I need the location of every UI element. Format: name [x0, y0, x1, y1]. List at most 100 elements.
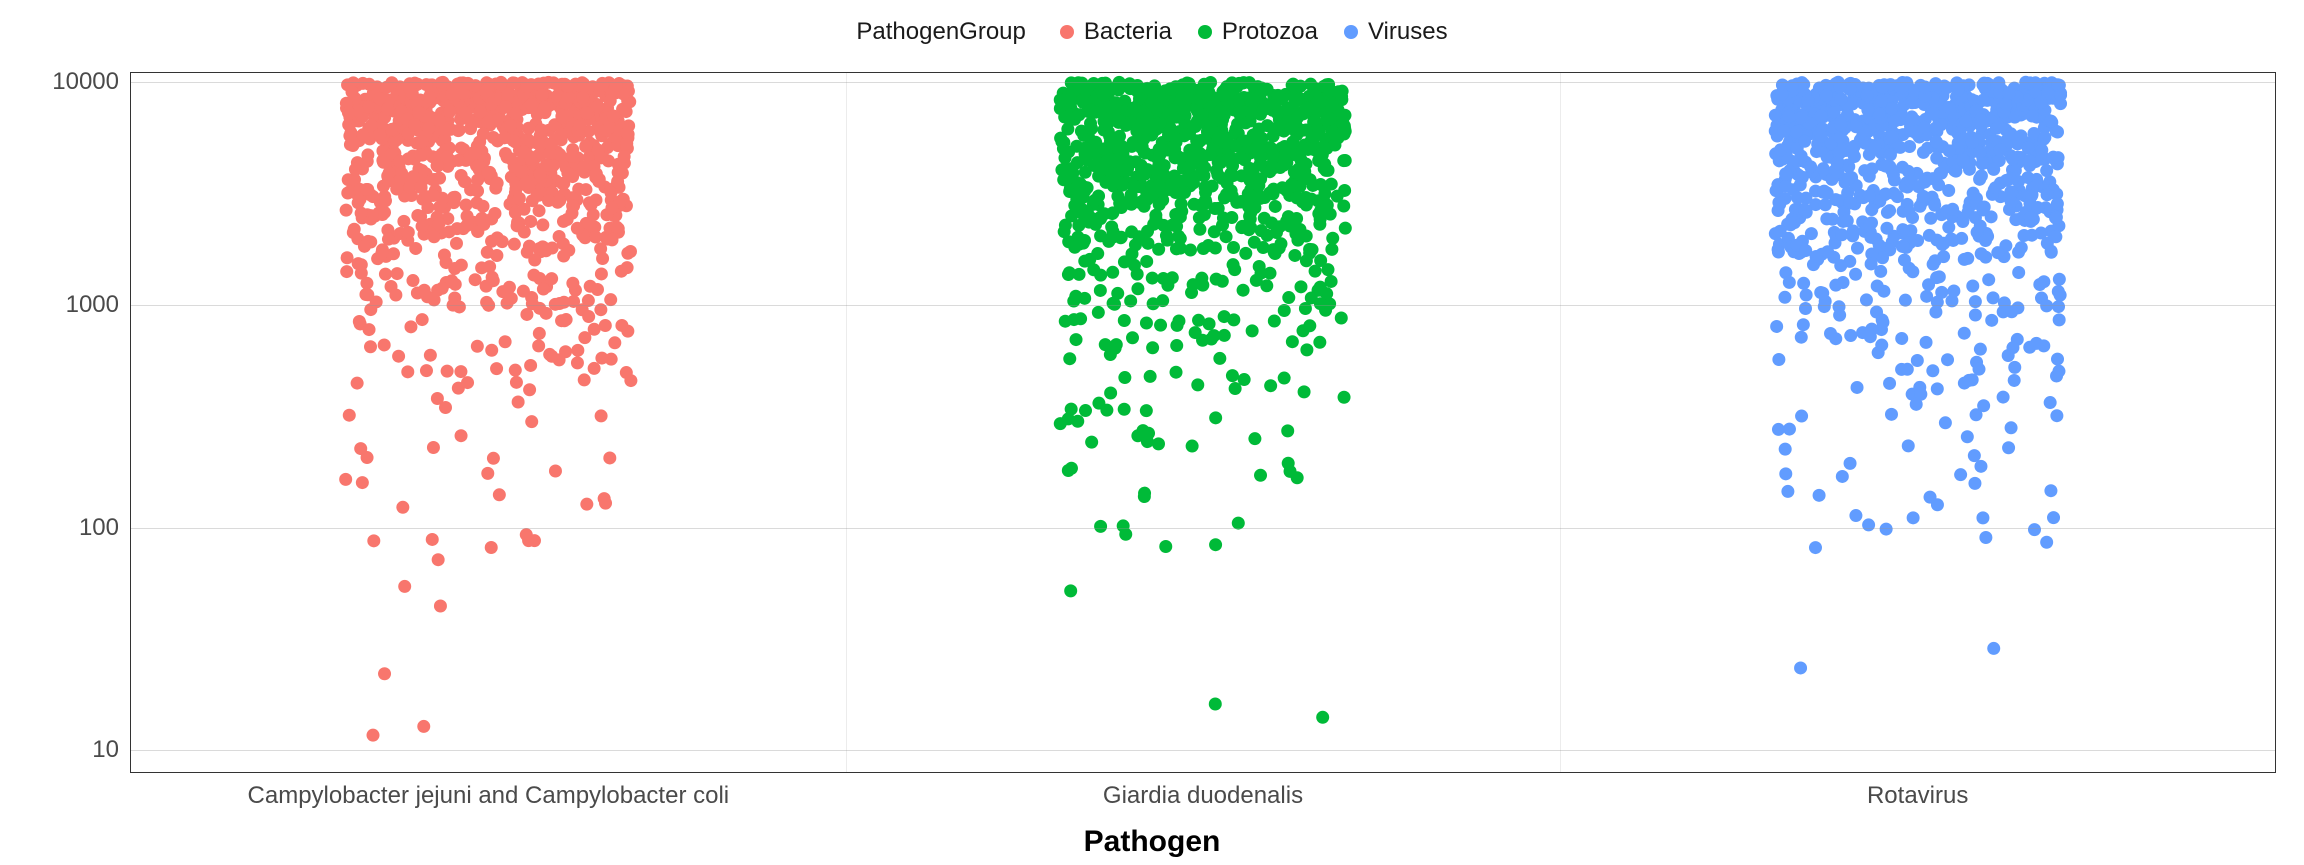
data-point — [1104, 387, 1117, 400]
data-point — [532, 339, 545, 352]
data-point — [447, 191, 460, 204]
data-point — [420, 364, 433, 377]
data-point — [566, 277, 579, 290]
data-point — [1212, 132, 1225, 145]
data-point — [1146, 272, 1159, 285]
data-point — [1335, 311, 1348, 324]
data-point — [1313, 218, 1326, 231]
data-point — [1170, 242, 1183, 255]
data-point — [381, 103, 394, 116]
data-point — [535, 123, 548, 136]
data-point — [1182, 77, 1195, 90]
data-point — [434, 599, 447, 612]
data-point — [1246, 324, 1259, 337]
data-point — [1930, 152, 1943, 165]
data-point — [1781, 485, 1794, 498]
data-point — [1213, 352, 1226, 365]
data-point — [1770, 320, 1783, 333]
data-point — [1326, 232, 1339, 245]
data-point — [441, 365, 454, 378]
data-point — [1923, 229, 1936, 242]
data-point — [356, 128, 369, 141]
data-point — [343, 129, 356, 142]
data-point — [1820, 212, 1833, 225]
data-point — [1337, 154, 1350, 167]
data-point — [1946, 203, 1959, 216]
data-point — [1975, 247, 1988, 260]
data-point — [2003, 172, 2016, 185]
legend-title: PathogenGroup — [856, 18, 1025, 46]
data-point — [561, 167, 574, 180]
data-point — [2006, 341, 2019, 354]
data-point — [524, 359, 537, 372]
data-point — [1783, 276, 1796, 289]
data-point — [1068, 199, 1081, 212]
data-point — [1213, 105, 1226, 118]
data-point — [1772, 245, 1785, 258]
data-point — [1987, 642, 2000, 655]
data-point — [1209, 697, 1222, 710]
data-point — [1058, 225, 1071, 238]
data-point — [588, 362, 601, 375]
data-point — [479, 85, 492, 98]
data-point — [1085, 122, 1098, 135]
data-point — [567, 295, 580, 308]
data-point — [416, 313, 429, 326]
data-point — [1119, 528, 1132, 541]
data-point — [1911, 354, 1924, 367]
data-point — [1979, 531, 1992, 544]
data-point — [1939, 416, 1952, 429]
data-point — [1974, 343, 1987, 356]
data-point — [2024, 211, 2037, 224]
data-point — [523, 383, 536, 396]
gridline-y — [131, 528, 2275, 529]
data-point — [1087, 263, 1100, 276]
data-point — [1299, 123, 1312, 136]
data-point — [1168, 143, 1181, 156]
data-point — [1927, 258, 1940, 271]
data-point — [1301, 101, 1314, 114]
data-point — [511, 219, 524, 232]
data-point — [621, 247, 634, 260]
data-point — [453, 300, 466, 313]
data-point — [1063, 352, 1076, 365]
data-point — [385, 123, 398, 136]
data-point — [1303, 319, 1316, 332]
scatter-layer — [131, 73, 2275, 772]
data-point — [1873, 107, 1886, 120]
data-point — [2040, 164, 2053, 177]
data-point — [1197, 242, 1210, 255]
data-point — [445, 88, 458, 101]
data-point — [378, 667, 391, 680]
data-point — [1116, 179, 1129, 192]
data-point — [1288, 95, 1301, 108]
data-point — [505, 292, 518, 305]
data-point — [509, 364, 522, 377]
data-point — [1252, 179, 1265, 192]
data-point — [1281, 424, 1294, 437]
data-point — [363, 323, 376, 336]
data-point — [440, 256, 453, 269]
data-point — [1312, 94, 1325, 107]
data-point — [1286, 335, 1299, 348]
data-point — [1772, 353, 1785, 366]
data-point — [1268, 315, 1281, 328]
data-point — [498, 131, 511, 144]
data-point — [461, 376, 474, 389]
data-point — [1791, 191, 1804, 204]
data-point — [1094, 520, 1107, 533]
data-point — [1818, 300, 1831, 313]
data-point — [343, 409, 356, 422]
data-point — [2053, 273, 2066, 286]
data-point — [545, 272, 558, 285]
data-point — [1211, 168, 1224, 181]
data-point — [426, 533, 439, 546]
data-point — [1897, 240, 1910, 253]
data-point — [427, 441, 440, 454]
data-point — [1118, 403, 1131, 416]
data-point — [1092, 397, 1105, 410]
data-point — [1805, 227, 1818, 240]
data-point — [354, 442, 367, 455]
data-point — [1797, 318, 1810, 331]
data-point — [1290, 191, 1303, 204]
